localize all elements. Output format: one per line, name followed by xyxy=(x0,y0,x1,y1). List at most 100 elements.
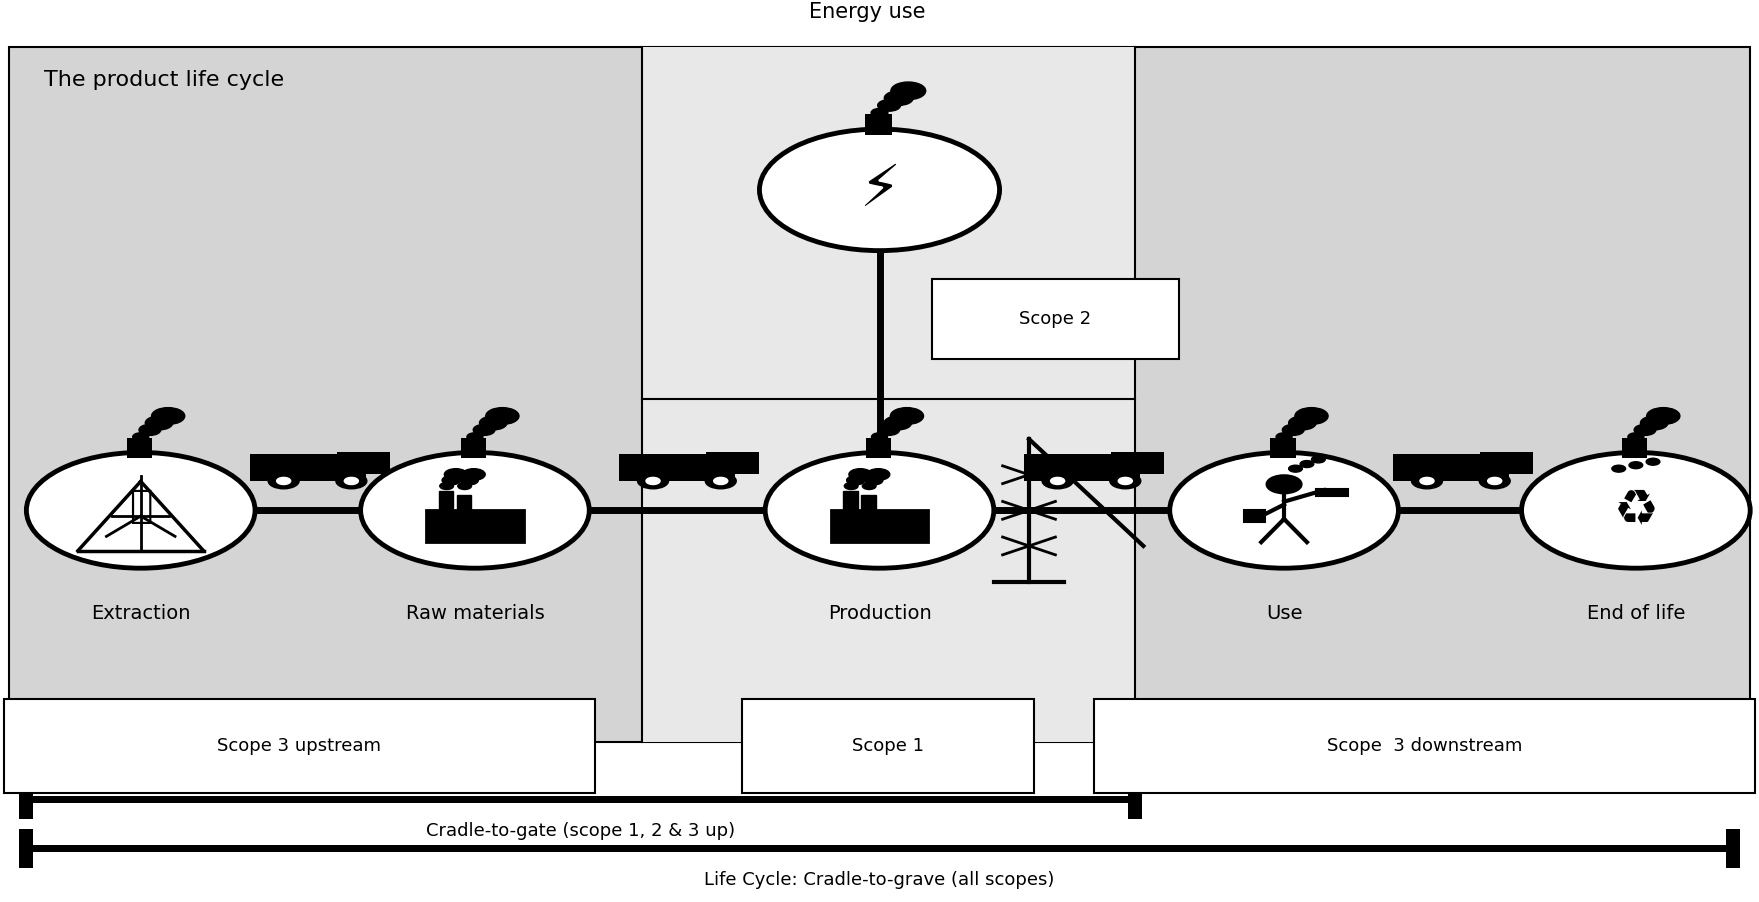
Circle shape xyxy=(442,475,461,485)
Circle shape xyxy=(1629,462,1643,469)
Circle shape xyxy=(276,477,290,484)
Circle shape xyxy=(878,99,901,111)
FancyBboxPatch shape xyxy=(19,829,33,868)
Circle shape xyxy=(885,91,913,106)
FancyBboxPatch shape xyxy=(461,438,485,458)
Circle shape xyxy=(445,469,468,480)
Circle shape xyxy=(132,433,150,441)
Circle shape xyxy=(463,469,485,480)
Circle shape xyxy=(714,477,728,484)
Circle shape xyxy=(1266,475,1302,493)
Circle shape xyxy=(760,129,999,251)
Circle shape xyxy=(466,433,484,441)
Text: Cradle-to-gate (scope 1, 2 & 3 up): Cradle-to-gate (scope 1, 2 & 3 up) xyxy=(426,822,735,840)
Circle shape xyxy=(1479,474,1511,489)
Circle shape xyxy=(871,433,888,441)
FancyBboxPatch shape xyxy=(1393,455,1509,481)
Circle shape xyxy=(1420,477,1434,484)
Text: Energy use: Energy use xyxy=(809,3,925,23)
FancyBboxPatch shape xyxy=(26,845,1733,852)
Circle shape xyxy=(637,474,668,489)
FancyBboxPatch shape xyxy=(1244,511,1265,522)
FancyBboxPatch shape xyxy=(862,494,876,511)
Text: ⛽: ⛽ xyxy=(128,487,153,525)
Circle shape xyxy=(1119,477,1133,484)
Circle shape xyxy=(1646,408,1680,425)
Text: ♻: ♻ xyxy=(1613,486,1659,534)
FancyBboxPatch shape xyxy=(865,438,892,458)
FancyBboxPatch shape xyxy=(250,455,366,481)
FancyBboxPatch shape xyxy=(1128,780,1142,819)
FancyBboxPatch shape xyxy=(19,780,33,819)
Text: Extraction: Extraction xyxy=(91,603,190,622)
Circle shape xyxy=(485,408,519,425)
Circle shape xyxy=(878,425,899,436)
Circle shape xyxy=(1295,408,1328,425)
FancyBboxPatch shape xyxy=(619,455,735,481)
Text: Production: Production xyxy=(828,603,931,622)
FancyBboxPatch shape xyxy=(457,494,471,511)
Circle shape xyxy=(846,475,865,485)
Circle shape xyxy=(1289,465,1302,472)
Circle shape xyxy=(1289,416,1316,430)
Circle shape xyxy=(890,408,923,425)
FancyBboxPatch shape xyxy=(26,796,1135,803)
FancyBboxPatch shape xyxy=(127,438,151,458)
Circle shape xyxy=(1282,425,1303,436)
Circle shape xyxy=(1041,474,1073,489)
FancyBboxPatch shape xyxy=(1316,489,1347,496)
Text: End of life: End of life xyxy=(1587,603,1685,622)
FancyBboxPatch shape xyxy=(1726,829,1740,868)
FancyBboxPatch shape xyxy=(338,453,390,474)
FancyBboxPatch shape xyxy=(1622,438,1646,458)
Circle shape xyxy=(1110,474,1142,489)
Circle shape xyxy=(1634,425,1655,436)
FancyBboxPatch shape xyxy=(4,699,595,794)
Circle shape xyxy=(705,474,737,489)
Circle shape xyxy=(862,483,876,490)
FancyBboxPatch shape xyxy=(707,453,760,474)
Circle shape xyxy=(1646,458,1660,465)
Text: ⚡: ⚡ xyxy=(858,161,901,218)
Circle shape xyxy=(440,483,454,490)
Text: Scope 1: Scope 1 xyxy=(853,737,923,755)
Circle shape xyxy=(871,108,888,117)
Circle shape xyxy=(867,469,890,480)
Circle shape xyxy=(1170,453,1398,568)
FancyBboxPatch shape xyxy=(1479,453,1534,474)
Text: Scope  3 downstream: Scope 3 downstream xyxy=(1326,737,1523,755)
FancyBboxPatch shape xyxy=(830,511,929,542)
FancyBboxPatch shape xyxy=(1110,453,1164,474)
Circle shape xyxy=(461,475,478,485)
FancyBboxPatch shape xyxy=(438,492,454,511)
FancyBboxPatch shape xyxy=(1024,455,1140,481)
Circle shape xyxy=(844,483,858,490)
FancyBboxPatch shape xyxy=(1270,438,1295,458)
Circle shape xyxy=(146,416,172,430)
Text: Raw materials: Raw materials xyxy=(406,603,544,622)
Circle shape xyxy=(1488,477,1502,484)
Circle shape xyxy=(646,477,660,484)
FancyBboxPatch shape xyxy=(642,399,1135,741)
Text: Scope 3 upstream: Scope 3 upstream xyxy=(216,737,382,755)
Text: Life Cycle: Cradle-to-grave (all scopes): Life Cycle: Cradle-to-grave (all scopes) xyxy=(704,870,1055,888)
Circle shape xyxy=(850,469,872,480)
Circle shape xyxy=(1411,474,1442,489)
Circle shape xyxy=(345,477,359,484)
FancyBboxPatch shape xyxy=(742,699,1034,794)
Circle shape xyxy=(151,408,185,425)
FancyBboxPatch shape xyxy=(426,511,524,542)
FancyBboxPatch shape xyxy=(865,114,892,135)
FancyBboxPatch shape xyxy=(642,48,1135,399)
Circle shape xyxy=(885,416,911,430)
Circle shape xyxy=(1300,461,1314,467)
Circle shape xyxy=(26,453,255,568)
Circle shape xyxy=(1050,477,1064,484)
Circle shape xyxy=(361,453,589,568)
Text: The product life cycle: The product life cycle xyxy=(44,69,285,89)
Circle shape xyxy=(267,474,299,489)
FancyBboxPatch shape xyxy=(843,492,858,511)
Circle shape xyxy=(457,483,471,490)
Circle shape xyxy=(1641,416,1668,430)
Circle shape xyxy=(336,474,368,489)
